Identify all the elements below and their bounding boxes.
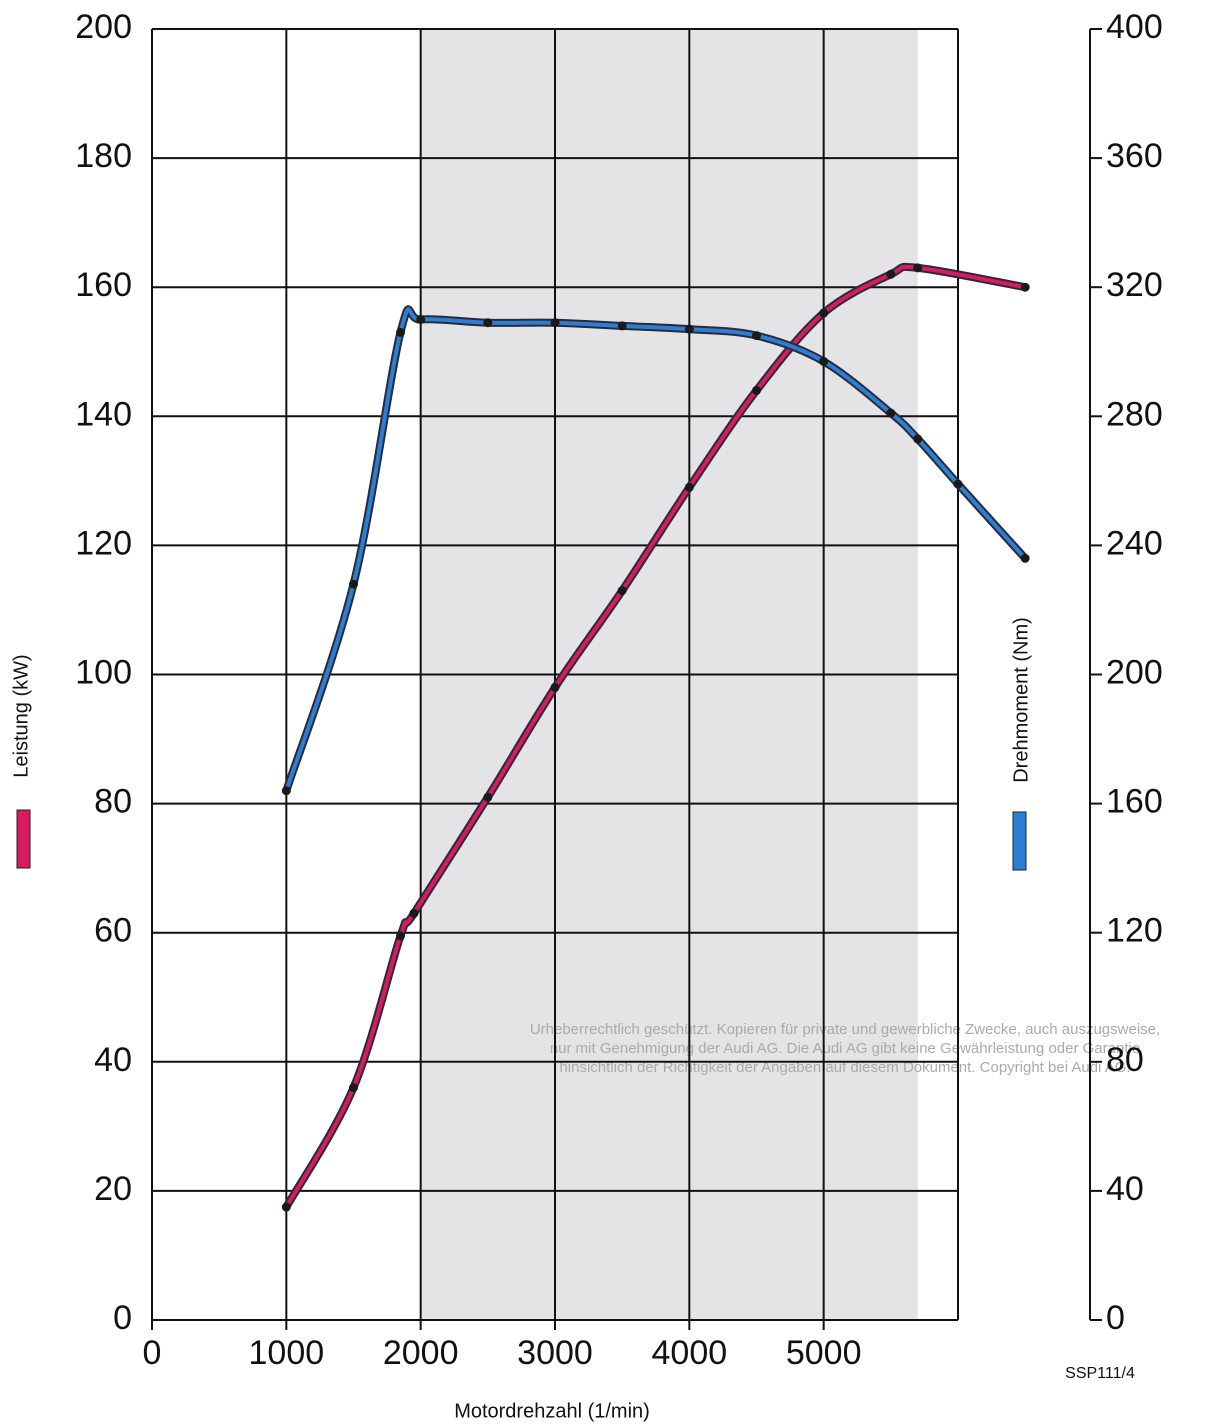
y2-tick-label: 280 — [1106, 395, 1163, 433]
point — [349, 1083, 358, 1092]
point — [1021, 283, 1030, 292]
point — [886, 409, 895, 418]
point — [282, 786, 291, 795]
x-axis-title: Motordrehzahl (1/min) — [454, 1400, 650, 1422]
point — [913, 434, 922, 443]
y-tick-label: 180 — [75, 137, 132, 175]
y2-tick-label: 360 — [1106, 137, 1163, 175]
watermark-text: Urheberrechtlich geschützt. Kopieren für… — [530, 1021, 1160, 1038]
y2-tick-label: 200 — [1106, 653, 1163, 691]
y2-tick-label: 320 — [1106, 266, 1163, 304]
y-tick-label: 80 — [94, 783, 132, 821]
y-tick-label: 200 — [75, 8, 132, 46]
footnote: SSP111/4 — [1065, 1365, 1135, 1382]
x-tick-label: 1000 — [249, 1334, 325, 1372]
point — [752, 331, 761, 340]
y2-tick-label: 240 — [1106, 524, 1163, 562]
point — [349, 580, 358, 589]
y-tick-label: 100 — [75, 653, 132, 691]
y-tick-label: 20 — [94, 1170, 132, 1208]
y-axis-title: Leistung (kW) — [10, 654, 32, 777]
point — [551, 683, 560, 692]
point — [618, 321, 627, 330]
point — [954, 480, 963, 489]
point — [913, 263, 922, 272]
point — [618, 586, 627, 595]
y2-tick-label: 400 — [1106, 8, 1163, 46]
y2-tick-label: 0 — [1106, 1299, 1125, 1337]
y2-tick-label: 40 — [1106, 1170, 1144, 1208]
y-tick-label: 160 — [75, 266, 132, 304]
point — [396, 931, 405, 940]
legend-swatch — [17, 810, 30, 868]
y-tick-label: 60 — [94, 912, 132, 950]
point — [483, 793, 492, 802]
x-tick-label: 0 — [143, 1334, 162, 1372]
y-tick-label: 140 — [75, 395, 132, 433]
watermark-text: nur mit Genehmigung der Audi AG. Die Aud… — [550, 1040, 1140, 1057]
y2-tick-label: 160 — [1106, 783, 1163, 821]
y2-axis-title: Drehmoment (Nm) — [1010, 617, 1032, 783]
y-tick-label: 120 — [75, 524, 132, 562]
point — [416, 315, 425, 324]
point — [396, 328, 405, 337]
x-tick-label: 2000 — [383, 1334, 459, 1372]
point — [685, 483, 694, 492]
chart: Motordrehzahl (1/min) Leistung (kW) Dreh… — [0, 0, 1211, 1428]
point — [483, 318, 492, 327]
x-tick-label: 5000 — [786, 1334, 862, 1372]
point — [752, 386, 761, 395]
point — [1021, 554, 1030, 563]
point — [886, 270, 895, 279]
x-tick-label: 3000 — [517, 1334, 593, 1372]
y-tick-label: 40 — [94, 1041, 132, 1079]
point — [819, 309, 828, 318]
point — [409, 909, 418, 918]
y-tick-label: 0 — [113, 1299, 132, 1337]
y2-tick-label: 80 — [1106, 1041, 1144, 1079]
point — [685, 325, 694, 334]
y2-tick-label: 120 — [1106, 912, 1163, 950]
x-tick-label: 4000 — [652, 1334, 728, 1372]
legend-swatch — [1013, 812, 1026, 870]
point — [551, 318, 560, 327]
point — [282, 1203, 291, 1212]
point — [819, 357, 828, 366]
